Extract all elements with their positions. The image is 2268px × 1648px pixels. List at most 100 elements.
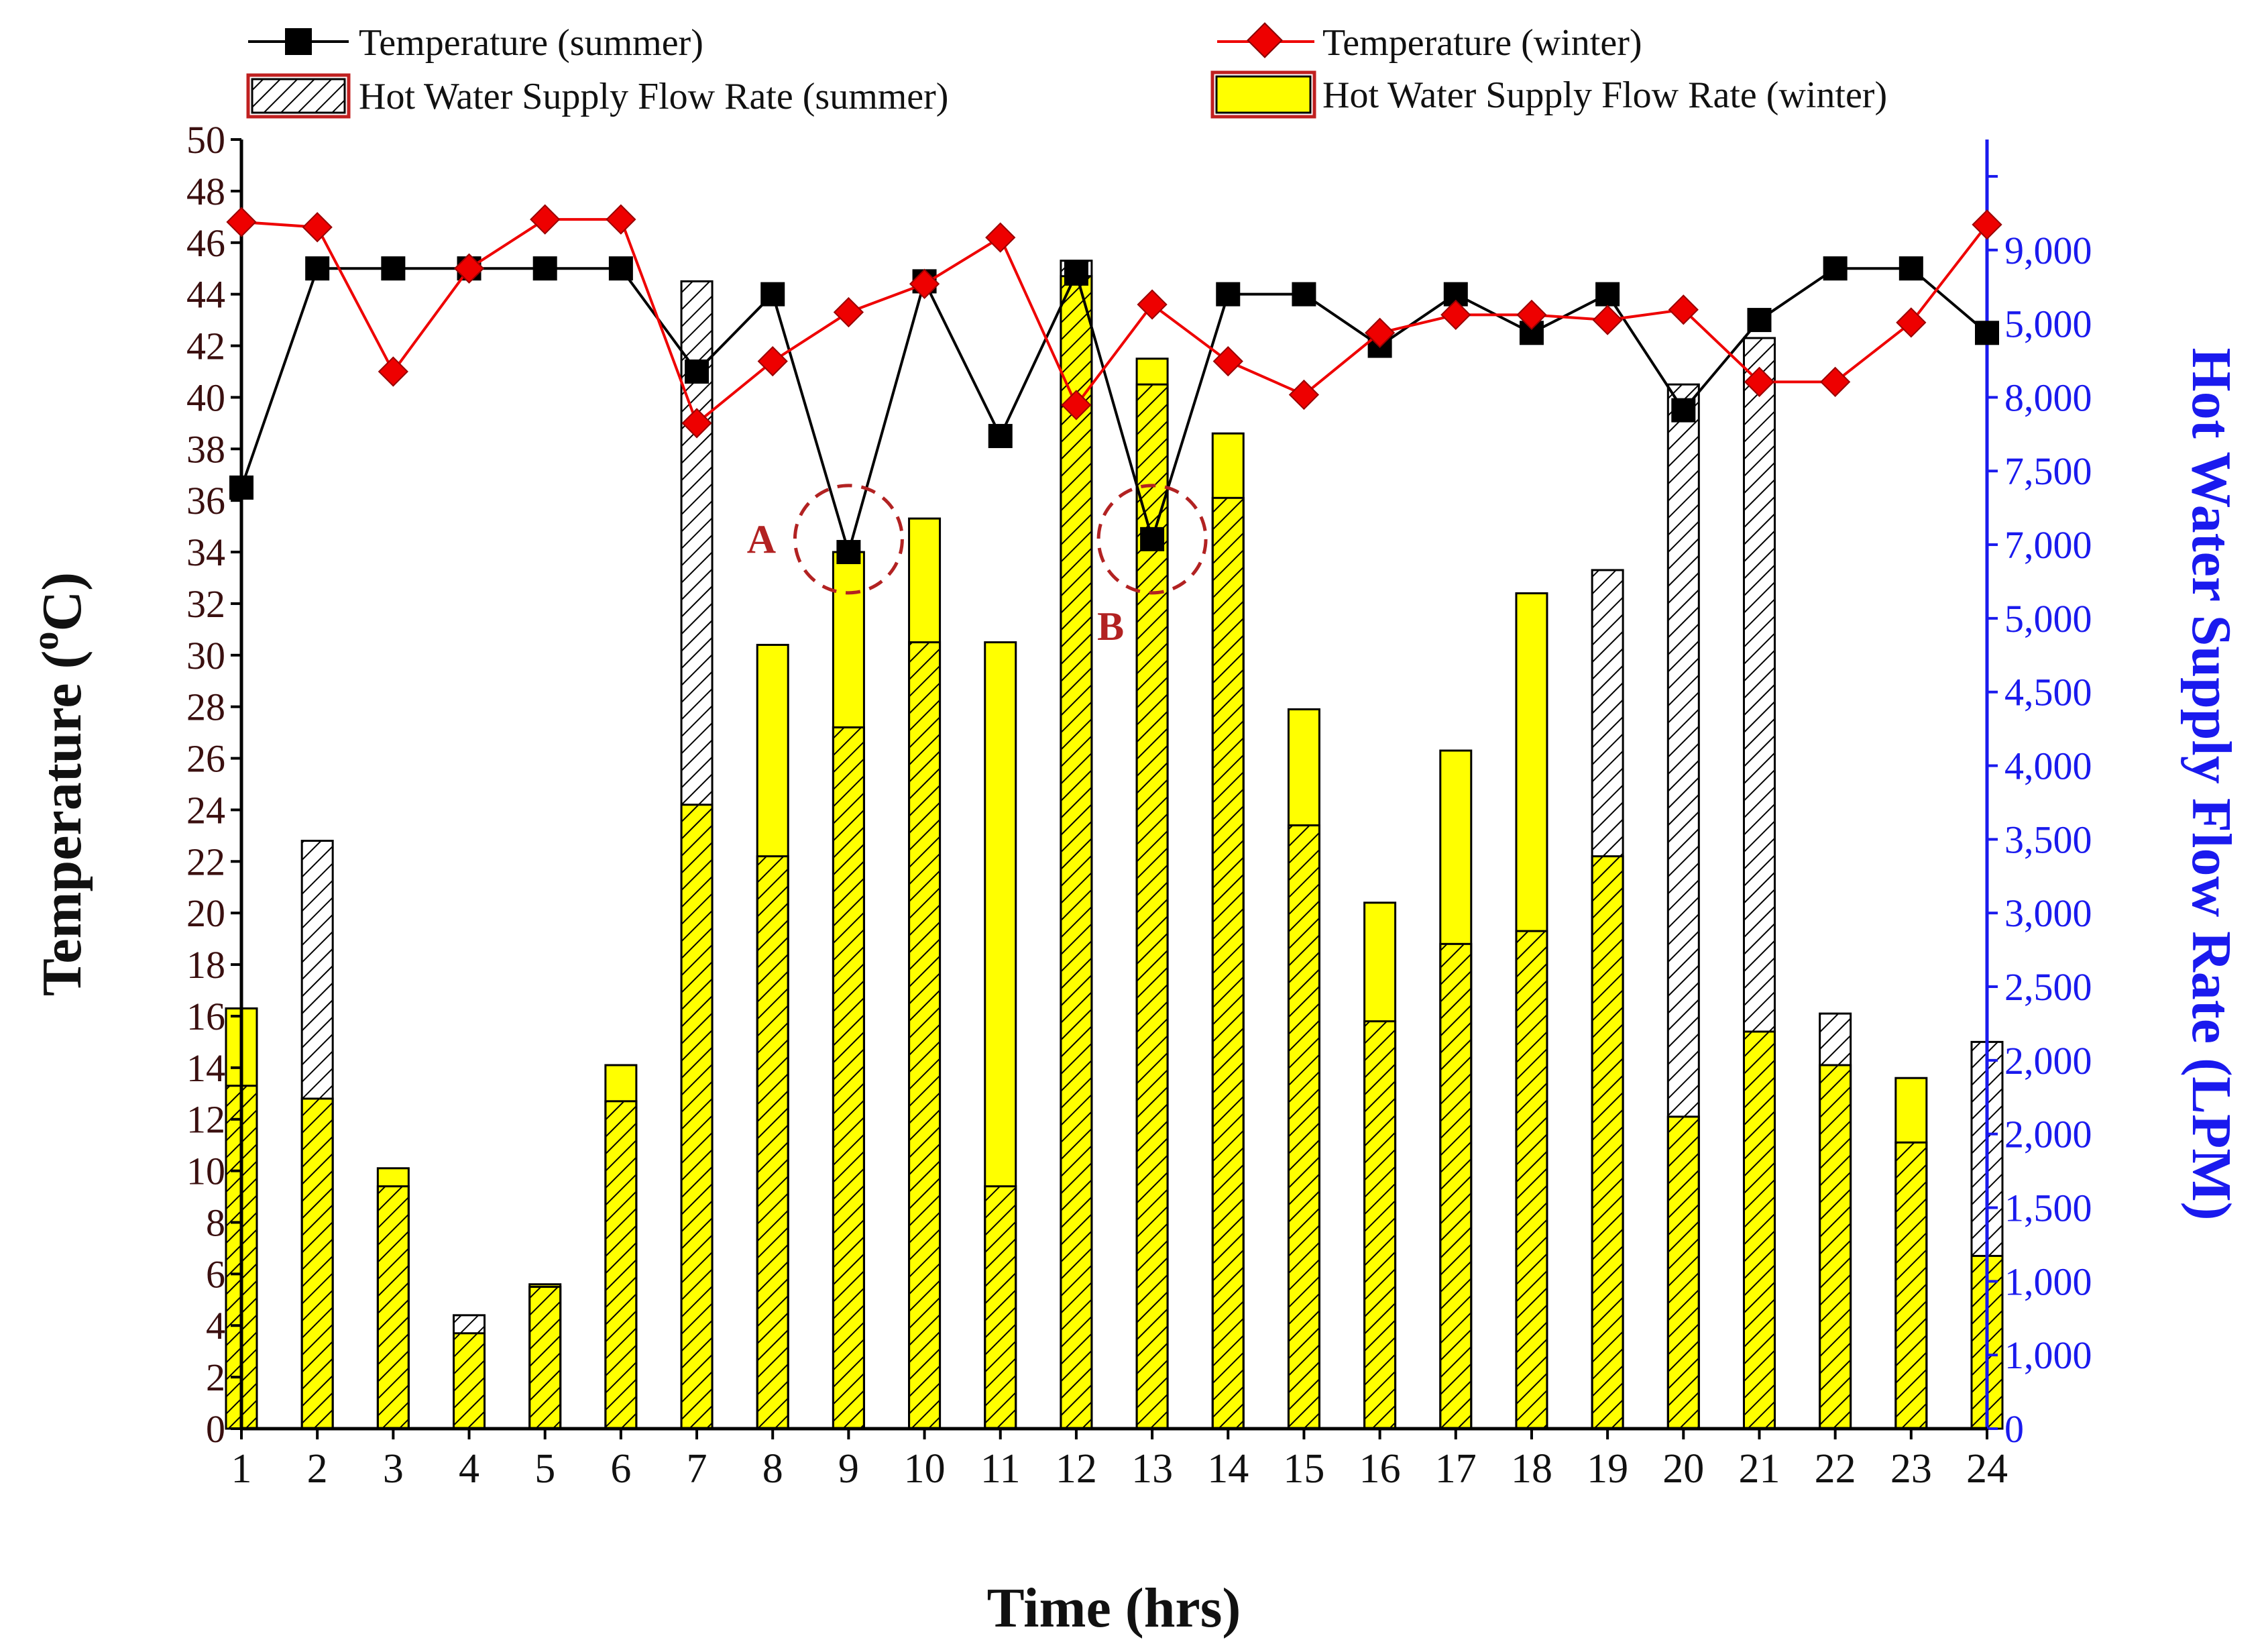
left-tick-label: 38 xyxy=(186,427,225,471)
left-tick-label: 20 xyxy=(186,891,225,935)
left-tick-label: 40 xyxy=(186,376,225,419)
annotation-circle xyxy=(1096,484,1208,595)
legend-label-winter-temp: Temperature (winter) xyxy=(1322,22,1642,64)
x-tick-label: 15 xyxy=(1283,1446,1324,1492)
left-tick-label: 10 xyxy=(186,1150,225,1193)
winter-temp-point xyxy=(757,345,788,377)
summer-flow-bar xyxy=(1591,569,1624,1430)
left-tick-label: 34 xyxy=(186,531,225,574)
x-tick-label: 22 xyxy=(1815,1446,1856,1492)
annotations: AB xyxy=(747,484,1208,649)
winter-temp-point xyxy=(453,253,485,284)
right-tick-label: 1,500 xyxy=(2004,1187,2092,1230)
winter-temp-point xyxy=(1137,289,1168,320)
left-tick-label: 24 xyxy=(186,788,225,832)
winter-temp-point xyxy=(530,204,561,235)
winter-temp-point xyxy=(1061,390,1092,421)
diamond-marker-icon xyxy=(1247,22,1283,58)
legend-entry-summer-temp: Temperature (summer) xyxy=(248,22,703,64)
y-axis-title: Temperature (oC) xyxy=(25,572,93,996)
left-tick-label: 16 xyxy=(186,995,225,1038)
summer-temp-point xyxy=(1064,261,1088,286)
winter-temp-point xyxy=(1440,299,1471,331)
summer-temp-point xyxy=(1292,282,1316,307)
x-tick-label: 16 xyxy=(1359,1446,1401,1492)
summer-flow-bar xyxy=(680,280,714,1430)
summer-flow-bar xyxy=(1060,260,1093,1430)
left-tick-label: 26 xyxy=(186,737,225,781)
x-tick-label: 18 xyxy=(1511,1446,1552,1492)
summer-flow-bar xyxy=(1515,930,1548,1430)
y2-axis-title: Hot Water Supply Flow Rate (LPM) xyxy=(2180,347,2243,1220)
legend: Temperature (summer) Temperature (winter… xyxy=(246,22,1887,119)
summer-temp-point xyxy=(1595,282,1620,307)
winter-temp-point xyxy=(833,296,864,328)
right-tick-label: 2,500 xyxy=(2004,965,2092,1009)
winter-temp-point xyxy=(226,207,257,237)
winter-temp-point xyxy=(1896,307,1927,338)
x-tick-label: 5 xyxy=(534,1446,555,1492)
x-tick-label: 6 xyxy=(610,1446,631,1492)
x-tick-label: 2 xyxy=(307,1446,328,1492)
summer-temp-point xyxy=(1747,308,1772,333)
x-tick-label: 1 xyxy=(231,1446,252,1492)
summer-temp-point xyxy=(988,424,1013,449)
annotation-circle xyxy=(793,484,904,595)
axes xyxy=(239,140,1989,1431)
annotation-label: B xyxy=(1097,604,1124,649)
x-tick-label: 14 xyxy=(1207,1446,1249,1492)
x-tick-label: 19 xyxy=(1587,1446,1628,1492)
x-tick-label: 4 xyxy=(459,1446,479,1492)
summer-flow-bar xyxy=(604,1100,638,1430)
legend-label-summer-temp: Temperature (summer) xyxy=(359,22,703,64)
summer-flow-bar xyxy=(756,855,789,1430)
x-tick-label: 7 xyxy=(687,1446,707,1492)
x-tick-label: 13 xyxy=(1131,1446,1173,1492)
right-tick-label: 7,000 xyxy=(2004,523,2092,567)
left-tick-label: 50 xyxy=(186,118,225,162)
summer-flow-bar xyxy=(453,1314,486,1430)
legend-entry-winter-temp: Temperature (winter) xyxy=(1217,22,1642,64)
x-tick-label: 9 xyxy=(838,1446,859,1492)
summer-temp-point xyxy=(381,256,406,281)
summer-flow-bar xyxy=(528,1286,562,1430)
winter-temp-point xyxy=(909,268,940,299)
left-tick-label: 12 xyxy=(186,1098,225,1142)
right-tick-label: 2,000 xyxy=(2004,1113,2092,1156)
summer-temp-point xyxy=(836,540,861,565)
left-tick-label: 42 xyxy=(186,325,225,368)
left-tick-label: 36 xyxy=(186,479,225,523)
summer-flow-bars xyxy=(225,260,2004,1430)
right-tick-label: 4,000 xyxy=(2004,745,2092,788)
right-tick-label: 3,500 xyxy=(2004,818,2092,861)
annotation-label: A xyxy=(747,517,776,561)
x-tick-label: 23 xyxy=(1890,1446,1932,1492)
winter-temp-point xyxy=(985,222,1016,253)
summer-temp-point xyxy=(685,359,710,384)
summer-temp-point xyxy=(1140,527,1165,551)
left-tick-label: 48 xyxy=(186,170,225,213)
left-tick-label: 8 xyxy=(206,1201,225,1244)
left-axis-ticks: 0246810121416182022242628303234363840424… xyxy=(186,118,241,1451)
right-axis-ticks: 0 1,000 1,000 1,500 2,000 2,000 2,500 3,000 3,50… xyxy=(1987,174,2092,1451)
left-tick-label: 14 xyxy=(186,1046,225,1090)
yellow-swatch-icon xyxy=(1215,75,1312,114)
summer-temp-point xyxy=(1823,256,1848,281)
winter-temp-point xyxy=(1744,366,1775,397)
x-tick-label: 3 xyxy=(383,1446,404,1492)
summer-temp-point xyxy=(608,256,633,281)
right-tick-label: 2,000 xyxy=(2004,1039,2092,1083)
winter-temp-point xyxy=(681,408,712,439)
winter-temp-point xyxy=(1212,345,1243,377)
right-tick-label: 7,500 xyxy=(2004,449,2092,493)
left-tick-label: 44 xyxy=(186,273,225,317)
square-marker-icon xyxy=(285,28,312,55)
summer-temp-point xyxy=(532,256,557,281)
summer-flow-bar xyxy=(376,1185,410,1430)
right-tick-label: 5,000 xyxy=(2004,303,2092,346)
x-tick-label: 12 xyxy=(1056,1446,1097,1492)
x-axis-ticks: 1 2 3 4 5 6 7 8 9 10 11 12 13 14 15 16 17 18 19 20 21 22 23 24 xyxy=(231,1429,2008,1492)
winter-flow-bars xyxy=(225,275,2004,1430)
x-tick-label: 21 xyxy=(1738,1446,1780,1492)
